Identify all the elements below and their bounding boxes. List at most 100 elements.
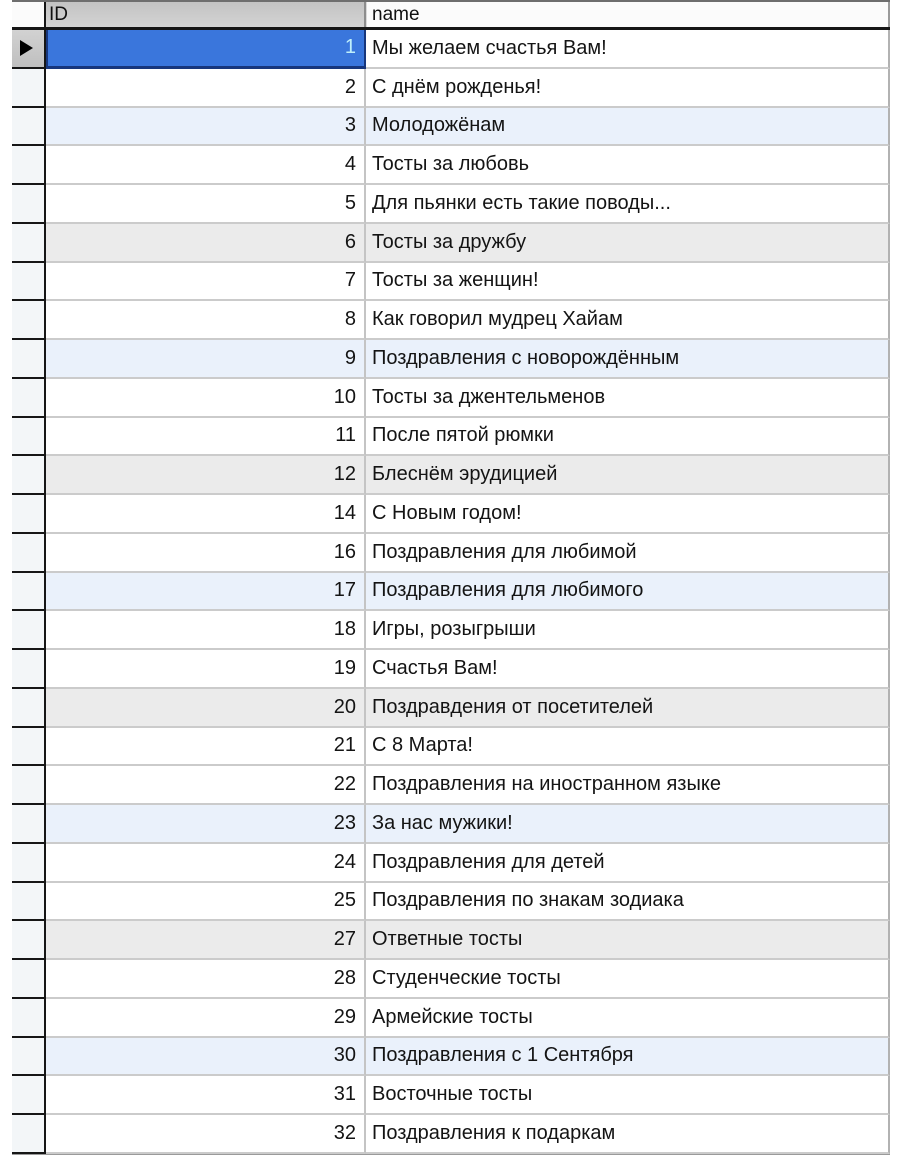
name-cell[interactable]: С Новым годом! [366, 495, 890, 534]
id-cell[interactable]: 30 [46, 1037, 366, 1077]
id-cell[interactable]: 2 [46, 68, 366, 108]
row-selector[interactable] [12, 378, 46, 418]
name-cell[interactable]: Поздравдения от посетителей [366, 688, 890, 728]
name-cell[interactable]: Армейские тосты [366, 998, 890, 1038]
row-selector[interactable] [12, 417, 46, 457]
row-selector[interactable] [12, 572, 46, 612]
row-selector[interactable] [12, 1037, 46, 1077]
row-selector[interactable] [12, 223, 46, 263]
id-cell[interactable]: 14 [46, 495, 366, 534]
id-cell[interactable]: 6 [46, 223, 366, 263]
row-selector[interactable] [12, 146, 46, 185]
table-row: 29 Армейские тосты [12, 998, 890, 1038]
id-cell[interactable]: 25 [46, 882, 366, 922]
id-cell[interactable]: 21 [46, 727, 366, 767]
name-cell[interactable]: Молодожёнам [366, 107, 890, 147]
id-cell[interactable]: 28 [46, 960, 366, 999]
id-cell[interactable]: 12 [46, 456, 366, 495]
id-cell[interactable]: 19 [46, 650, 366, 689]
table-row: 30 Поздравления с 1 Сентября [12, 1037, 890, 1077]
row-selector[interactable] [12, 533, 46, 573]
row-selector[interactable] [12, 998, 46, 1038]
id-cell[interactable]: 32 [46, 1115, 366, 1154]
table-row: 19 Счастья Вам! [12, 650, 890, 689]
name-cell[interactable]: За нас мужики! [366, 805, 890, 844]
row-selector[interactable] [12, 107, 46, 147]
id-cell[interactable]: 3 [46, 107, 366, 147]
table-row: 23 За нас мужики! [12, 805, 890, 844]
row-selector[interactable] [12, 340, 46, 379]
name-cell[interactable]: Поздравления по знакам зодиака [366, 882, 890, 922]
name-cell[interactable]: Поздравления с новорождённым [366, 340, 890, 379]
name-cell[interactable]: Восточные тосты [366, 1076, 890, 1115]
name-cell[interactable]: Как говорил мудрец Хайам [366, 301, 890, 340]
row-selector[interactable] [12, 766, 46, 805]
name-cell[interactable]: Тосты за женщин! [366, 262, 890, 302]
name-cell[interactable]: С 8 Марта! [366, 727, 890, 767]
table-row: 8 Как говорил мудрец Хайам [12, 301, 890, 340]
row-selector[interactable] [12, 68, 46, 108]
name-cell[interactable]: Ответные тосты [366, 921, 890, 960]
name-cell[interactable]: Студенческие тосты [366, 960, 890, 999]
id-cell[interactable]: 17 [46, 572, 366, 612]
name-cell[interactable]: Поздравления для любимого [366, 572, 890, 612]
table-row: 27 Ответные тосты [12, 921, 890, 960]
row-selector[interactable] [12, 301, 46, 340]
id-cell[interactable]: 18 [46, 611, 366, 650]
row-selector[interactable] [12, 843, 46, 883]
name-cell[interactable]: Тосты за любовь [366, 146, 890, 185]
name-cell[interactable]: Счастья Вам! [366, 650, 890, 689]
name-cell[interactable]: После пятой рюмки [366, 417, 890, 457]
row-selector[interactable] [12, 611, 46, 650]
id-cell[interactable]: 23 [46, 805, 366, 844]
grid-header-row: ID name [12, 0, 890, 30]
row-selector[interactable] [12, 882, 46, 922]
row-selector[interactable] [12, 495, 46, 534]
row-selector[interactable] [12, 727, 46, 767]
id-cell[interactable]: 8 [46, 301, 366, 340]
id-cell[interactable]: 29 [46, 998, 366, 1038]
row-selector[interactable] [12, 185, 46, 224]
row-selector[interactable] [12, 262, 46, 302]
id-cell[interactable]: 16 [46, 533, 366, 573]
id-cell[interactable]: 24 [46, 843, 366, 883]
table-row: 22 Поздравления на иностранном языке [12, 766, 890, 805]
id-cell[interactable]: 1 [46, 30, 366, 69]
row-selector[interactable] [12, 1076, 46, 1115]
row-selector[interactable] [12, 805, 46, 844]
name-cell[interactable]: Поздравления с 1 Сентября [366, 1037, 890, 1077]
select-all-cell[interactable] [12, 2, 46, 27]
name-cell[interactable]: Тосты за джентельменов [366, 378, 890, 418]
row-selector[interactable] [12, 921, 46, 960]
row-selector[interactable] [12, 456, 46, 495]
row-selector[interactable] [12, 1115, 46, 1154]
id-cell[interactable]: 7 [46, 262, 366, 302]
name-cell[interactable]: Для пьянки есть такие поводы... [366, 185, 890, 224]
name-cell[interactable]: Поздравления к подаркам [366, 1115, 890, 1154]
id-cell[interactable]: 5 [46, 185, 366, 224]
row-selector[interactable] [12, 688, 46, 728]
name-cell[interactable]: С днём рожденья! [366, 68, 890, 108]
name-cell[interactable]: Блеснём эрудицией [366, 456, 890, 495]
table-row: 3 Молодожёнам [12, 107, 890, 147]
row-selector[interactable] [12, 960, 46, 999]
name-cell[interactable]: Тосты за дружбу [366, 223, 890, 263]
id-cell[interactable]: 4 [46, 146, 366, 185]
row-selector[interactable] [12, 650, 46, 689]
name-cell[interactable]: Мы желаем счастья Вам! [366, 30, 890, 69]
name-cell[interactable]: Игры, розыгрыши [366, 611, 890, 650]
table-row: 25 Поздравления по знакам зодиака [12, 882, 890, 922]
row-selector[interactable] [12, 30, 46, 69]
id-cell[interactable]: 27 [46, 921, 366, 960]
name-cell[interactable]: Поздравления для любимой [366, 533, 890, 573]
id-cell[interactable]: 22 [46, 766, 366, 805]
id-cell[interactable]: 20 [46, 688, 366, 728]
column-header-id[interactable]: ID [46, 2, 366, 27]
id-cell[interactable]: 31 [46, 1076, 366, 1115]
name-cell[interactable]: Поздравления для детей [366, 843, 890, 883]
column-header-name[interactable]: name [366, 2, 890, 27]
name-cell[interactable]: Поздравления на иностранном языке [366, 766, 890, 805]
id-cell[interactable]: 11 [46, 417, 366, 457]
id-cell[interactable]: 9 [46, 340, 366, 379]
id-cell[interactable]: 10 [46, 378, 366, 418]
